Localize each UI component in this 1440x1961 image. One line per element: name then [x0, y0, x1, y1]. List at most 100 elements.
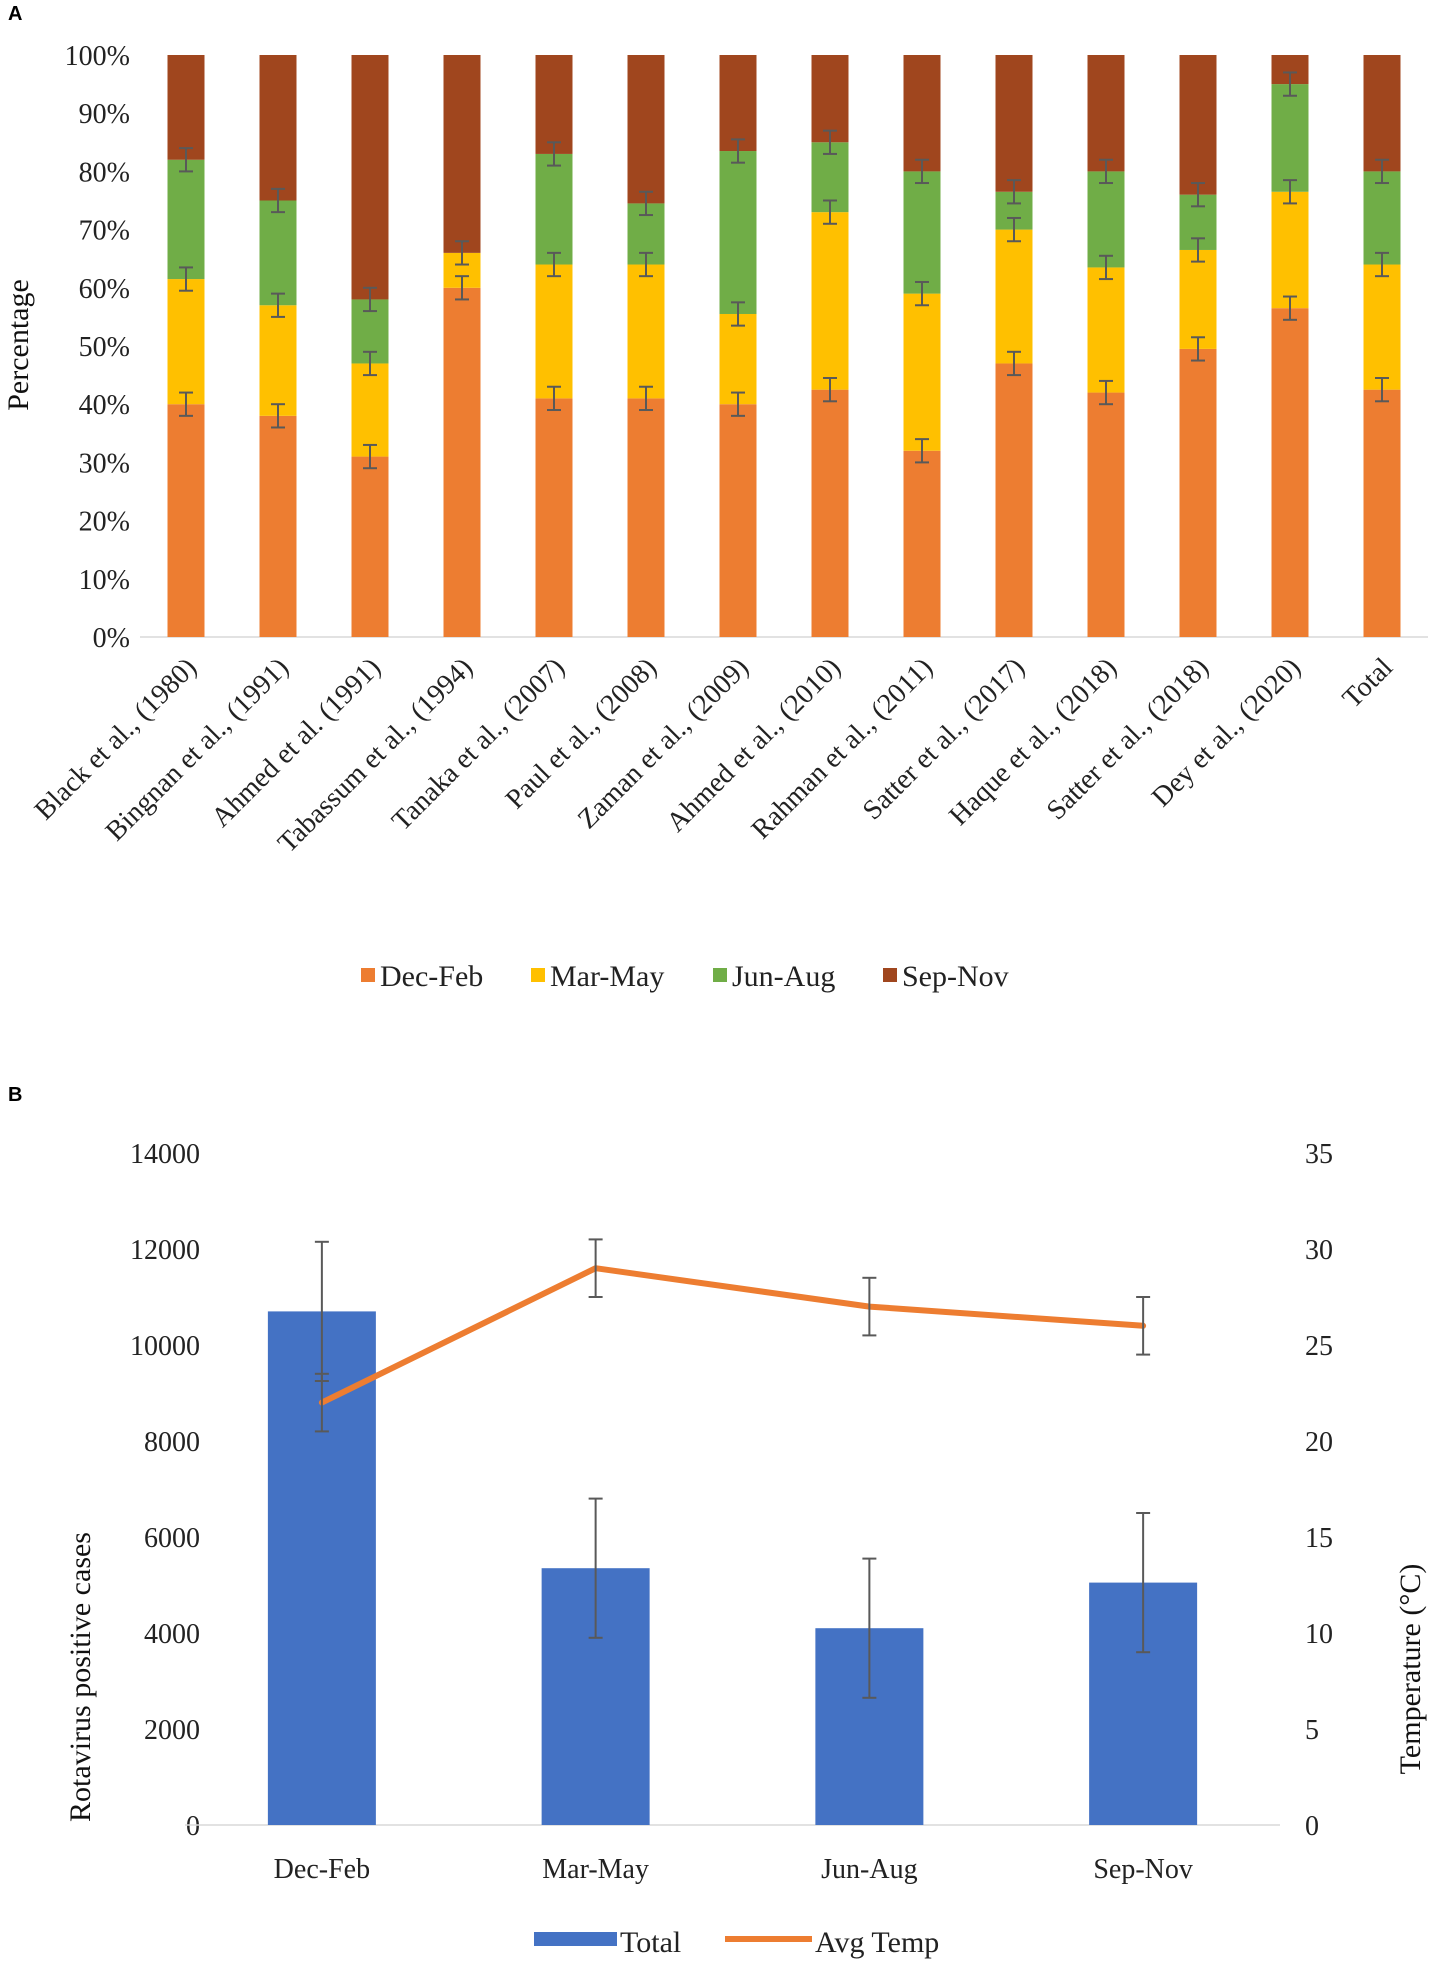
chart-a-error-bar [731, 138, 745, 164]
chart-a-bar-segment [167, 279, 205, 405]
chart-a-xtick-label: Satter et al., (2017) [857, 652, 1031, 826]
chart-a-bar-segment [627, 55, 665, 204]
chart-a-error-bar [1375, 377, 1389, 403]
chart-a-bar-segment [443, 55, 481, 253]
chart-a-legend-swatch [531, 968, 545, 982]
chart-a-error-bar [1191, 336, 1205, 362]
chart-a-bar-segment [1087, 392, 1125, 637]
chart-b-ylabel: Rotavirus positive cases [64, 1532, 97, 1822]
chart-a-bar-segment [167, 55, 205, 160]
chart-b-bar-error-bar [1136, 1512, 1151, 1654]
chart-a-error-bar [547, 251, 561, 278]
chart-a-bar-segment [1087, 55, 1125, 172]
chart-a-error-bar [1099, 379, 1113, 406]
chart-a-bar-segment [903, 55, 941, 172]
chart-a-bar-segment [811, 389, 849, 637]
chart-b-ytick-label: 8000 [144, 1427, 200, 1458]
chart-a-bar-segment [719, 55, 757, 152]
chart-a-error-bar [1007, 350, 1021, 377]
chart-a-error-bar [455, 240, 469, 266]
chart-a-ytick-label: 100% [65, 41, 130, 72]
chart-b-y2tick-label: 25 [1305, 1331, 1333, 1362]
chart-a-xtick-label: Rahman et al., (2011) [746, 652, 939, 845]
chart-b-ytick-label: 0 [186, 1811, 200, 1842]
chart-a-error-bar [731, 391, 745, 417]
chart-a-xtick-label: Zaman et al., (2009) [572, 652, 755, 835]
chart-a-bar-segment [1087, 171, 1125, 268]
chart-a-bar-segment [535, 153, 573, 265]
chart-a-bar-segment [995, 55, 1033, 192]
chart-a-legend-item: Dec-Feb [361, 960, 483, 993]
chart-a-ytick-label: 90% [79, 99, 130, 130]
chart-a-legend-swatch [361, 968, 375, 982]
chart-a-error-bar [1007, 179, 1021, 205]
chart-a-error-bar [1007, 216, 1021, 243]
chart-a-bar-segment [259, 200, 297, 306]
chart-a-bar-segment [811, 212, 849, 390]
chart-b-y2tick-label: 5 [1305, 1715, 1319, 1746]
chart-a-ytick-label: 0% [93, 623, 130, 654]
chart-a-error-bar [1375, 251, 1389, 278]
chart-a-bar-segment [1179, 348, 1217, 637]
chart-a-error-bar [455, 275, 469, 301]
chart-a-bar-segment [627, 398, 665, 637]
chart-a-ytick-label: 20% [79, 507, 130, 538]
chart-b-legend-item: Total [534, 1926, 681, 1959]
chart-a-ytick-label: 30% [79, 448, 130, 479]
chart-b-xtick-label: Mar-May [542, 1854, 649, 1885]
chart-a-bar-segment [719, 404, 757, 637]
chart-a-bar-segment [1271, 191, 1309, 309]
chart-b-line-error-bar [862, 1276, 877, 1337]
chart-a-error-bar [271, 292, 285, 318]
chart-b-legend-swatch [534, 1932, 617, 1946]
chart-a-bar-segment [1363, 55, 1401, 172]
chart-b-bar-error-bar [588, 1497, 603, 1639]
chart-a-stacked-bar: A 0% 10% 20% 30% 40% 50% 60% 70% 80% 90% 100% Blac… [2, 3, 1428, 993]
chart-a-error-bar [823, 129, 837, 155]
chart-a-legend-label: Dec-Feb [380, 960, 483, 993]
chart-a-error-bar [179, 147, 193, 173]
chart-a-legend-item: Sep-Nov [883, 960, 1009, 993]
chart-a-error-bar [363, 286, 377, 313]
chart-a-bar-segment [719, 313, 757, 405]
chart-a-xtick-label: Total [1337, 652, 1399, 714]
chart-b-y2tick-label: 10 [1305, 1619, 1333, 1650]
chart-a-ytick-label: 50% [79, 332, 130, 363]
chart-a-bar-segment [719, 151, 757, 314]
chart-a-bar-segment [443, 287, 481, 637]
chart-a-legend-label: Mar-May [550, 960, 664, 993]
chart-a-xtick-label: Ahmed et al., (2010) [661, 652, 847, 838]
chart-a-error-bar [639, 385, 653, 412]
chart-b-line-error-bar [588, 1238, 603, 1298]
chart-a-error-bar [731, 301, 745, 327]
chart-a-error-bar [639, 190, 653, 217]
chart-a-bar-segment [535, 55, 573, 154]
chart-a-bar-segment [259, 55, 297, 201]
chart-a-bar-segment [259, 415, 297, 637]
chart-a-legend-label: Jun-Aug [732, 960, 835, 993]
chart-a-error-bar [363, 350, 377, 377]
chart-a-bar-segment [903, 450, 941, 637]
chart-b-y2tick-label: 15 [1305, 1523, 1333, 1554]
chart-b-ytick-label: 4000 [144, 1619, 200, 1650]
chart-a-legend-swatch [883, 968, 897, 982]
chart-a-ylabel: Percentage [2, 279, 35, 411]
chart-a-error-bar [271, 403, 285, 429]
chart-a-xtick-label: Black et al., (1980) [29, 652, 203, 826]
chart-a-ytick-label: 80% [79, 157, 130, 188]
chart-a-ytick-label: 60% [79, 274, 130, 305]
chart-a-error-bar [1191, 237, 1205, 263]
chart-b-ytick-label: 12000 [130, 1235, 200, 1266]
chart-a-bar-segment [1179, 55, 1217, 195]
chart-b-y2label: Temperature (°C) [1394, 1564, 1427, 1775]
chart-b-legend-label: Avg Temp [815, 1926, 939, 1959]
chart-a-ytick-label: 70% [79, 216, 130, 247]
chart-a-bar-segment [535, 398, 573, 637]
chart-a-error-bar [915, 438, 929, 464]
chart-b-bar-error-bar [862, 1557, 877, 1699]
chart-a-error-bar [639, 251, 653, 278]
chart-a-error-bar [823, 377, 837, 403]
chart-a-error-bar [179, 266, 193, 292]
chart-a-bar-segment [995, 229, 1033, 364]
chart-b-y2tick-label: 30 [1305, 1235, 1333, 1266]
